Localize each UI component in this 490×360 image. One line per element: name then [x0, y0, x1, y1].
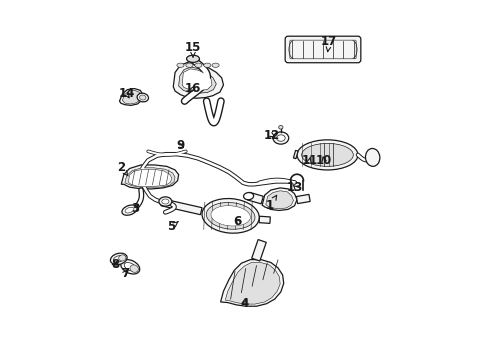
Text: 1: 1	[266, 195, 277, 212]
Ellipse shape	[177, 63, 184, 67]
Polygon shape	[262, 188, 297, 211]
Ellipse shape	[140, 95, 146, 100]
Text: 14: 14	[119, 87, 135, 100]
Polygon shape	[182, 69, 212, 90]
Text: 16: 16	[185, 82, 201, 95]
Polygon shape	[173, 62, 223, 98]
Ellipse shape	[302, 143, 353, 166]
Ellipse shape	[119, 255, 126, 261]
FancyBboxPatch shape	[285, 36, 361, 63]
Ellipse shape	[124, 262, 136, 271]
Text: 9: 9	[176, 139, 185, 152]
Ellipse shape	[273, 132, 289, 144]
Ellipse shape	[206, 202, 255, 229]
Ellipse shape	[137, 93, 148, 102]
Ellipse shape	[276, 135, 285, 141]
Ellipse shape	[125, 207, 134, 213]
Polygon shape	[120, 89, 143, 105]
Polygon shape	[128, 169, 172, 186]
Ellipse shape	[279, 126, 283, 129]
Ellipse shape	[202, 198, 259, 233]
Ellipse shape	[366, 148, 380, 166]
Text: 12: 12	[264, 129, 280, 142]
Polygon shape	[294, 150, 298, 159]
Ellipse shape	[162, 199, 169, 204]
Ellipse shape	[130, 265, 138, 272]
Ellipse shape	[187, 55, 199, 62]
Text: 4: 4	[241, 297, 249, 310]
Text: 6: 6	[234, 215, 242, 228]
Polygon shape	[125, 168, 175, 187]
Text: 3: 3	[131, 202, 140, 215]
Polygon shape	[266, 191, 294, 209]
Ellipse shape	[204, 63, 211, 67]
Polygon shape	[179, 67, 216, 93]
Ellipse shape	[121, 260, 140, 274]
Text: 11: 11	[301, 154, 318, 167]
Ellipse shape	[212, 63, 219, 67]
Text: 13: 13	[287, 181, 303, 194]
Polygon shape	[296, 194, 310, 204]
Ellipse shape	[159, 197, 172, 206]
Polygon shape	[161, 199, 202, 215]
Polygon shape	[225, 262, 280, 304]
Ellipse shape	[211, 206, 250, 226]
Text: 7: 7	[121, 267, 129, 280]
Text: 10: 10	[316, 154, 332, 167]
Ellipse shape	[110, 253, 127, 265]
Ellipse shape	[186, 63, 193, 67]
Ellipse shape	[297, 140, 358, 170]
Ellipse shape	[195, 63, 202, 67]
Polygon shape	[252, 239, 266, 261]
Ellipse shape	[122, 205, 137, 215]
Ellipse shape	[113, 256, 124, 262]
Text: 8: 8	[111, 258, 119, 271]
Polygon shape	[259, 216, 270, 224]
Text: 2: 2	[117, 161, 128, 176]
Polygon shape	[122, 90, 141, 104]
Polygon shape	[220, 260, 284, 306]
Text: 15: 15	[185, 41, 201, 57]
Polygon shape	[247, 192, 263, 204]
Polygon shape	[122, 165, 179, 189]
Ellipse shape	[244, 193, 254, 200]
Text: 5: 5	[168, 220, 178, 233]
Text: 17: 17	[321, 35, 338, 52]
